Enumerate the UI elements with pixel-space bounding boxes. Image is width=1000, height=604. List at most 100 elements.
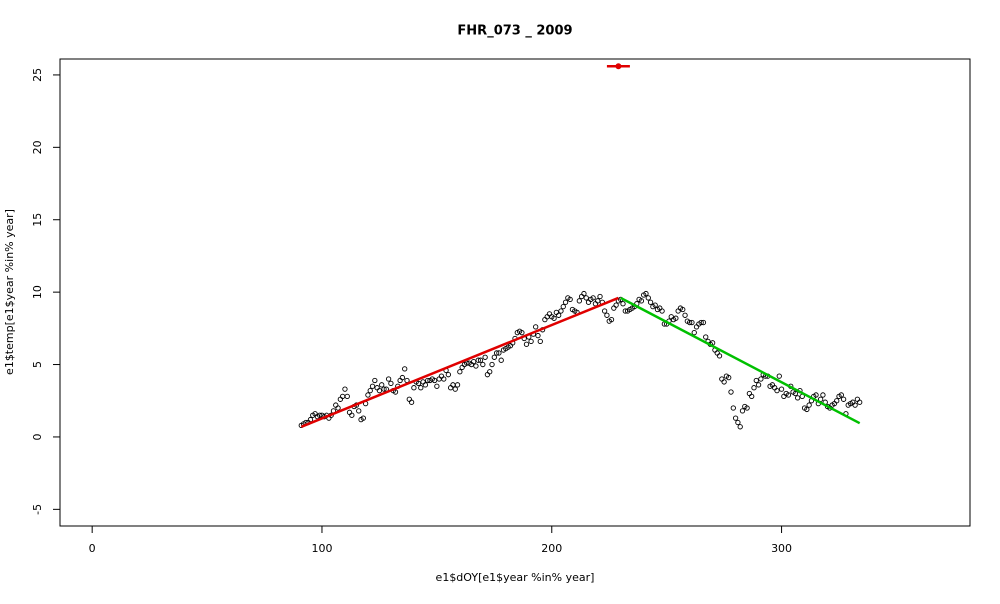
data-point	[420, 379, 426, 385]
data-point	[620, 301, 626, 307]
data-point	[349, 412, 355, 418]
data-point	[342, 386, 348, 392]
data-point	[523, 341, 530, 347]
y-axis-label: e1$temp[e1$year %in% year]	[3, 209, 16, 375]
y-tick-label: 0	[31, 433, 44, 440]
data-point	[739, 408, 746, 414]
data-point	[376, 387, 383, 394]
data-point	[834, 398, 840, 404]
data-point	[735, 419, 741, 426]
data-point	[749, 393, 755, 400]
data-point	[583, 295, 589, 301]
data-point	[470, 358, 477, 365]
data-point	[544, 314, 550, 320]
data-point	[369, 383, 376, 389]
data-point	[758, 376, 764, 382]
data-point	[576, 298, 582, 304]
data-point	[772, 385, 778, 391]
data-point	[498, 357, 504, 363]
data-point	[638, 298, 645, 304]
data-point	[857, 399, 863, 405]
data-point	[726, 374, 732, 381]
data-point	[333, 402, 339, 408]
data-point	[475, 357, 481, 363]
data-point	[399, 374, 406, 381]
data-point	[585, 299, 592, 305]
data-point	[689, 319, 695, 326]
data-point	[356, 408, 362, 414]
data-point	[753, 377, 759, 384]
data-point	[452, 386, 458, 392]
data-point	[415, 380, 422, 387]
data-point	[595, 298, 601, 304]
data-point	[473, 363, 479, 369]
data-point	[611, 305, 617, 311]
data-point	[438, 373, 445, 379]
data-point	[441, 376, 447, 382]
y-tick-label: 15	[31, 213, 44, 227]
data-point	[496, 350, 502, 356]
data-point	[719, 376, 725, 382]
marker-point	[615, 63, 622, 70]
y-tick-label: 25	[31, 68, 44, 82]
data-point	[852, 402, 858, 408]
data-point	[346, 409, 353, 415]
data-point	[806, 402, 812, 408]
data-point	[698, 319, 704, 326]
data-point	[340, 393, 346, 400]
data-point	[792, 390, 799, 397]
data-point	[436, 376, 442, 382]
fit-line	[620, 296, 861, 425]
data-point	[558, 308, 564, 314]
data-point	[647, 299, 654, 305]
data-point	[537, 338, 543, 345]
data-point	[560, 303, 566, 310]
data-point	[716, 353, 723, 359]
data-point	[402, 366, 408, 372]
data-point	[804, 406, 810, 413]
data-point	[425, 377, 431, 384]
data-point	[360, 415, 366, 421]
data-point	[785, 392, 792, 398]
data-point	[553, 309, 560, 316]
data-point	[840, 396, 847, 402]
data-point	[645, 295, 651, 301]
data-point	[335, 405, 341, 411]
data-point	[411, 385, 417, 391]
y-tick-label: 10	[31, 285, 44, 299]
data-point	[686, 319, 693, 326]
data-point	[597, 293, 603, 300]
data-point	[682, 312, 688, 318]
data-point	[746, 390, 753, 397]
data-point	[457, 369, 463, 375]
x-axis-label: e1$dOY[e1$year %in% year]	[436, 571, 595, 584]
data-point	[533, 324, 539, 330]
data-point	[448, 385, 454, 391]
data-point	[381, 386, 387, 392]
data-point	[365, 392, 371, 398]
plot-box	[59, 58, 971, 527]
data-point	[755, 382, 762, 388]
data-point	[487, 369, 493, 375]
data-point	[418, 385, 424, 391]
data-point	[744, 405, 750, 411]
y-tick-label: 20	[31, 140, 44, 154]
data-point	[613, 302, 619, 308]
data-point	[590, 295, 596, 301]
data-point	[379, 382, 385, 388]
data-point	[556, 312, 562, 318]
data-point	[608, 317, 615, 323]
x-tick-label: 200	[541, 542, 562, 555]
data-point	[551, 315, 557, 321]
data-point	[732, 415, 739, 421]
data-point	[546, 311, 553, 317]
data-point	[372, 377, 378, 384]
data-point	[693, 324, 700, 330]
data-point	[751, 385, 757, 391]
data-point	[795, 395, 801, 401]
data-point	[491, 354, 497, 360]
data-point	[434, 383, 440, 389]
data-point	[781, 393, 787, 400]
data-point	[445, 372, 452, 378]
